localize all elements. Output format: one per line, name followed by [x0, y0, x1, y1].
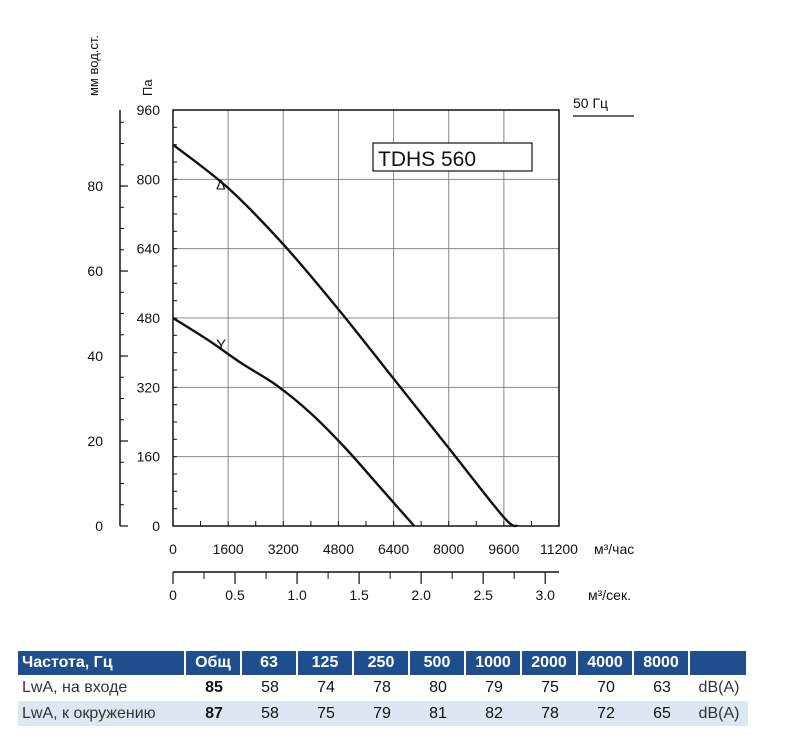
- frequency-label: 50 Гц: [573, 95, 608, 111]
- m3s-tick-label: 2.0: [411, 587, 431, 603]
- header-cell: Общ: [186, 651, 242, 675]
- y-tick-label-pa: 960: [137, 102, 161, 118]
- noise-table: Частота, Гц Общ 63 125 250 500 1000 2000…: [18, 651, 748, 726]
- header-cell: 125: [298, 651, 354, 675]
- series-layer: [172, 143, 519, 528]
- m3s-tick-label: 1.5: [349, 587, 369, 603]
- mm-axis-ticks: 0 20 40 60 80: [87, 121, 128, 534]
- x-tick-label: 8000: [433, 541, 464, 557]
- m3s-tick-label: 0.5: [225, 587, 245, 603]
- x-axis-label-m3s: м³/сек.: [588, 587, 631, 603]
- m3s-tick-label: 1.0: [287, 587, 307, 603]
- header-cell: 500: [410, 651, 466, 675]
- row-label: LwA, к окружению: [18, 700, 186, 726]
- series-line-delta: [172, 143, 519, 528]
- table-header-row: Частота, Гц Общ 63 125 250 500 1000 2000…: [18, 651, 748, 675]
- header-cell: 1000: [466, 651, 522, 675]
- table-cell: 74: [298, 675, 354, 700]
- y-tick-label-pa: 160: [137, 449, 161, 465]
- x-tick-label: 0: [169, 541, 177, 557]
- row-total: 87: [186, 700, 242, 726]
- series-label-y: Y: [216, 337, 226, 354]
- table-cell: 78: [522, 700, 578, 726]
- y-tick-label-mm: 80: [87, 178, 103, 194]
- m3s-axis-ticks: 0 0.5 1.0 1.5 2.0 2.5 3.0: [169, 572, 555, 603]
- y-tick-label-mm: 0: [95, 518, 103, 534]
- y-axis-label-mm: мм вод.ст.: [86, 35, 101, 96]
- row-total: 85: [186, 675, 242, 700]
- row-label: LwA, на входе: [18, 675, 186, 700]
- table-row: LwA, на входе 85 58 74 78 80 79 75 70 63…: [18, 675, 748, 700]
- header-cell-empty: [690, 651, 748, 675]
- m3s-tick-label: 0: [169, 587, 177, 603]
- m3s-tick-label: 3.0: [535, 587, 555, 603]
- y-tick-label-mm: 40: [87, 348, 103, 364]
- table-cell: 65: [634, 700, 690, 726]
- labels-layer: 0 1600 3200 4800 6400 8000 9600 11200 0 160 320 480…: [137, 102, 579, 557]
- fan-performance-chart: 0 1600 3200 4800 6400 8000 9600 112000160320480…: [86, 35, 634, 603]
- chart-grid: [172, 109, 560, 527]
- table-cell: 72: [578, 700, 634, 726]
- row-unit: dB(A): [690, 675, 748, 700]
- table-cell: 63: [634, 675, 690, 700]
- y-tick-label-mm: 20: [87, 433, 103, 449]
- table-cell: 79: [466, 675, 522, 700]
- y-tick-label-pa: 0: [152, 518, 160, 534]
- x-tick-label: 3200: [268, 541, 299, 557]
- m3s-tick-label: 2.5: [473, 587, 493, 603]
- x-tick-label: 9600: [488, 541, 519, 557]
- header-cell: 8000: [634, 651, 690, 675]
- series-label-delta: Δ: [216, 177, 225, 193]
- header-cell: Частота, Гц: [18, 651, 186, 675]
- table-cell: 75: [522, 675, 578, 700]
- x-tick-label: 1600: [213, 541, 244, 557]
- header-cell: 4000: [578, 651, 634, 675]
- header-cell: 2000: [522, 651, 578, 675]
- y-tick-label-pa: 480: [137, 310, 161, 326]
- table-cell: 81: [410, 700, 466, 726]
- row-unit: dB(A): [690, 700, 748, 726]
- table-cell: 70: [578, 675, 634, 700]
- x-axis-label-m3h: м³/час: [594, 541, 634, 557]
- table-cell: 58: [242, 700, 298, 726]
- table-cell: 80: [410, 675, 466, 700]
- series-line-y: [172, 316, 416, 527]
- header-cell: 250: [354, 651, 410, 675]
- y-tick-label-pa: 320: [137, 379, 161, 395]
- table-cell: 58: [242, 675, 298, 700]
- title-box: [372, 142, 533, 172]
- table-row: LwA, к окружению 87 58 75 79 81 82 78 72…: [18, 700, 748, 726]
- header-cell: 63: [242, 651, 298, 675]
- x-tick-label: 6400: [378, 541, 409, 557]
- y-tick-label-pa: 640: [137, 241, 161, 257]
- y-axis-label-pa: Па: [140, 79, 155, 96]
- x-tick-label: 4800: [323, 541, 354, 557]
- y-tick-label-pa: 800: [137, 171, 161, 187]
- table-cell: 79: [354, 700, 410, 726]
- table-cell: 82: [466, 700, 522, 726]
- y-tick-label-mm: 60: [87, 263, 103, 279]
- table-cell: 78: [354, 675, 410, 700]
- table-cell: 75: [298, 700, 354, 726]
- x-tick-label: 11200: [540, 541, 578, 557]
- chart-title: TDHS 560: [378, 148, 476, 171]
